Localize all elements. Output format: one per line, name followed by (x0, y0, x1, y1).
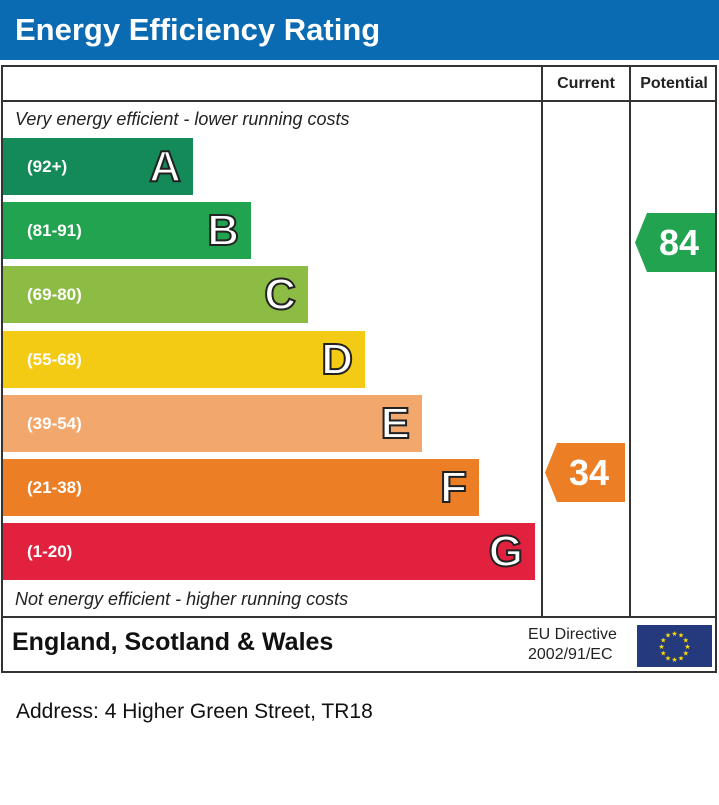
divider (1, 100, 717, 102)
band-bar-a: (92+) A (3, 138, 193, 195)
band-letter: E (380, 398, 411, 449)
band-letter: B (206, 205, 240, 256)
divider (1, 616, 717, 618)
svg-text:★: ★ (678, 654, 684, 662)
band-bar-f: (21-38) F (3, 459, 479, 516)
band-range: (21-38) (27, 478, 82, 497)
band-letter: G (488, 526, 524, 577)
directive-line2: 2002/91/EC (528, 646, 613, 663)
divider (541, 65, 543, 617)
svg-text:★: ★ (665, 654, 671, 662)
divider (629, 65, 631, 617)
potential-rating-arrow: 84 (635, 213, 715, 272)
band-range: (69-80) (27, 285, 82, 304)
band-bar-b: (81-91) B (3, 202, 251, 259)
band-range: (55-68) (27, 350, 82, 369)
band-bar-c: (69-80) C (3, 266, 308, 323)
band-bar-e: (39-54) E (3, 395, 422, 452)
band-letter: C (263, 269, 297, 320)
directive-line1: EU Directive (528, 626, 617, 643)
column-header-potential: Potential (640, 75, 708, 92)
svg-text:★: ★ (684, 643, 690, 651)
column-header-current: Current (557, 75, 615, 92)
band-range: (92+) (27, 157, 68, 176)
svg-text:★: ★ (660, 637, 666, 645)
band-range: (39-54) (27, 414, 82, 433)
address: Address: 4 Higher Green Street, TR18 (16, 700, 373, 723)
svg-text:★: ★ (683, 650, 689, 658)
svg-text:★: ★ (660, 650, 666, 658)
band-bar-g: (1-20) G (3, 523, 535, 580)
svg-text:★: ★ (665, 632, 671, 640)
eu-directive: EU Directive 2002/91/EC (528, 625, 617, 665)
band-letter: D (320, 334, 354, 385)
svg-text:★: ★ (671, 630, 677, 638)
chart-title: Energy Efficiency Rating (0, 0, 719, 60)
eu-flag-icon: ★★★★★★★★★ ★ ★★ (637, 625, 712, 667)
top-note: Very energy efficient - lower running co… (15, 109, 350, 129)
current-rating-arrow: 34 (545, 443, 625, 502)
band-range: (1-20) (27, 542, 73, 561)
svg-text:★: ★ (658, 643, 664, 651)
svg-text:★: ★ (678, 632, 684, 640)
band-letter: A (148, 141, 182, 192)
band-letter: F (439, 462, 468, 513)
band-bar-d: (55-68) D (3, 331, 365, 388)
bottom-note: Not energy efficient - higher running co… (15, 589, 349, 609)
svg-text:★: ★ (683, 637, 689, 645)
band-range: (81-91) (27, 221, 82, 240)
rating-frame (1, 65, 717, 673)
svg-text:★: ★ (671, 656, 677, 664)
region-label: England, Scotland & Wales (12, 628, 334, 656)
